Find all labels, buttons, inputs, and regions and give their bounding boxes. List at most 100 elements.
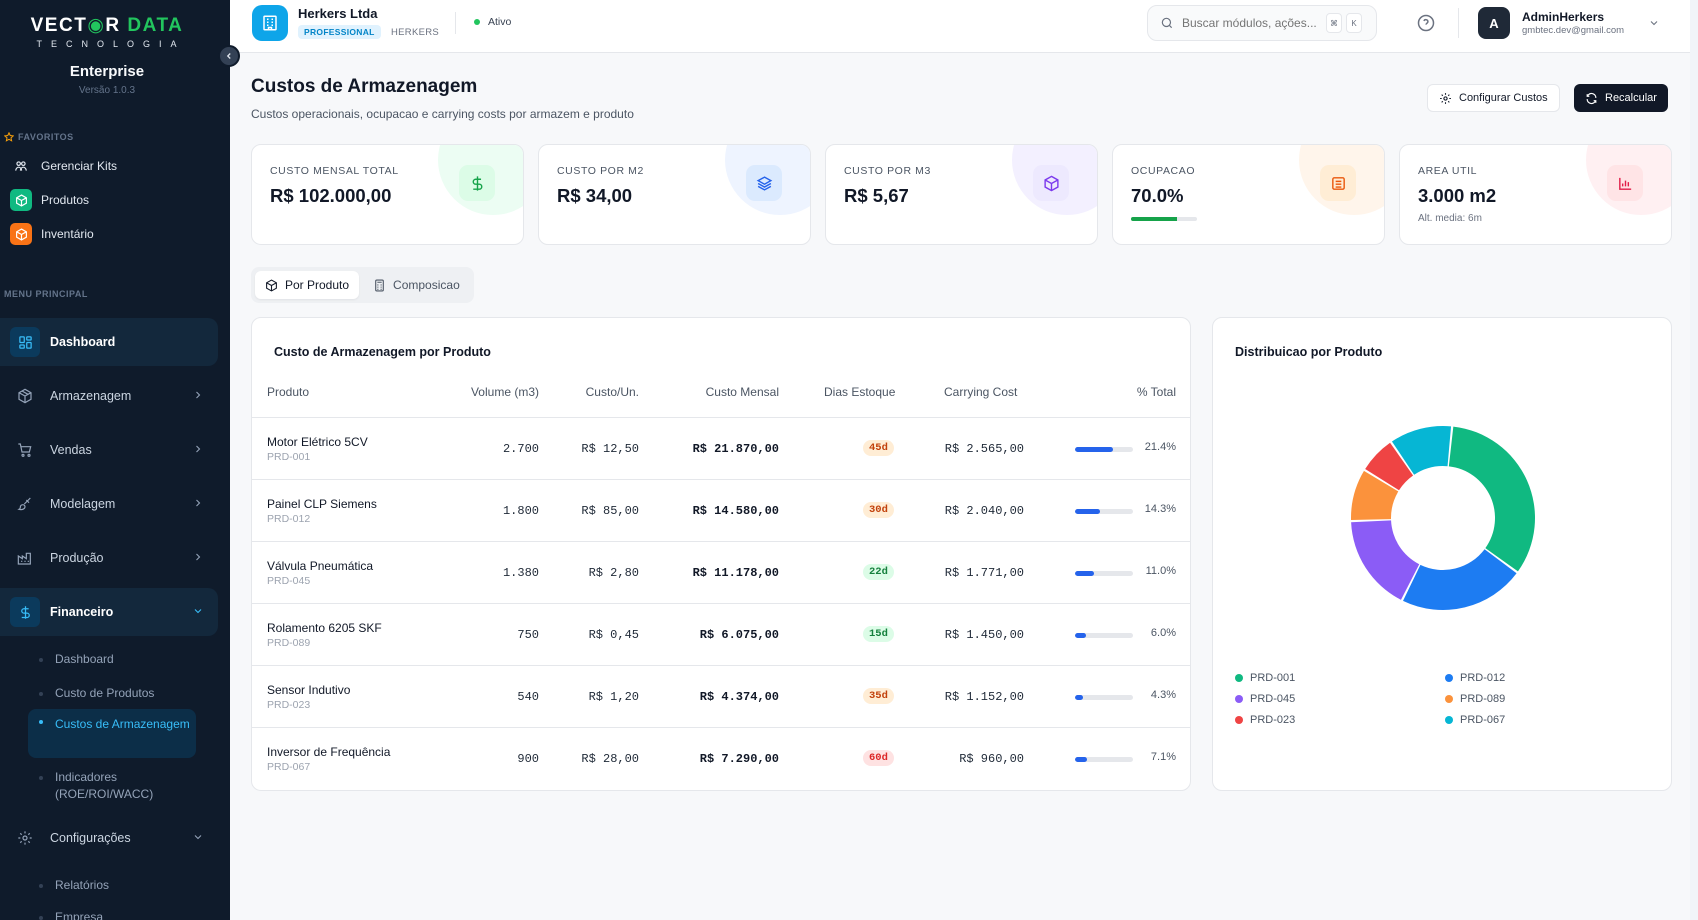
table-row[interactable]: Inversor de Frequência PRD-067 900 R$ 28,00… [252,728,1190,790]
avatar[interactable]: A [1478,7,1510,39]
gear-icon [14,827,36,849]
tab-por-produto[interactable]: Por Produto [255,271,360,299]
legend-label: PRD-001 [1250,672,1296,684]
legend-item[interactable]: PRD-012 [1445,672,1505,684]
user-name[interactable]: AdminHerkers [1522,10,1605,24]
donut-slice-prd-067[interactable] [1391,426,1452,475]
column-header-custo-un[interactable]: Custo/Un. [585,385,639,399]
subnav-indicadores[interactable]: Indicadores (ROE/ROI/WACC) [28,765,196,807]
nav-vendas[interactable]: Vendas [0,426,218,474]
sidebar-collapse-button[interactable] [218,45,240,67]
subnav-relatorios[interactable]: Relatórios [28,873,196,898]
table-row[interactable]: Válvula Pneumática PRD-045 1.380 R$ 2,80 R$ … [252,542,1190,604]
configure-costs-button[interactable]: Configurar Custos [1427,84,1560,112]
page-title: Custos de Armazenagem [251,76,478,97]
donut-slice-prd-089[interactable] [1351,470,1399,521]
unit-cost-value: R$ 0,45 [588,628,639,642]
favorite-inventario[interactable]: Inventário [10,223,94,245]
unit-cost-value: R$ 28,00 [581,752,639,766]
column-header-pct-total[interactable]: % Total [1136,385,1176,399]
legend-item[interactable]: PRD-067 [1445,714,1505,726]
volume-value: 1.800 [502,504,539,518]
tab-label: Composicao [393,278,460,292]
nav-armazenagem[interactable]: Armazenagem [0,372,218,420]
unit-cost-value: R$ 2,80 [588,566,639,580]
column-header-carrying-cost[interactable]: Carrying Cost [944,385,1018,399]
table-row[interactable]: Sensor Indutivo PRD-023 540 R$ 1,20 R$ 4.374… [252,666,1190,728]
product-code: PRD-045 [267,575,311,587]
page-scrollbar[interactable] [1690,0,1698,920]
donut-slice-prd-001[interactable] [1448,426,1535,572]
subnav-custo-produtos[interactable]: Custo de Produtos [28,681,196,706]
help-icon[interactable] [1416,13,1436,33]
days-badge: 30d [863,502,894,518]
kpi-card-ocupacao: OCUPACAO 70.0% [1112,144,1385,245]
kpi-card-custo-mensal: CUSTO MENSAL TOTAL R$ 102.000,00 [251,144,524,245]
product-code: PRD-012 [267,513,311,525]
subnav-fin-dashboard[interactable]: Dashboard [28,647,196,672]
header-divider [455,12,456,34]
search-box[interactable]: ⌘ K [1147,5,1377,41]
building-icon[interactable] [252,5,288,41]
legend-item[interactable]: PRD-001 [1235,672,1295,684]
product-code: PRD-067 [267,761,311,773]
subnav-custos-armazenagem[interactable]: Custos de Armazenagem [28,709,196,758]
column-header-volume[interactable]: Volume (m3) [470,385,539,399]
column-header-dias-estoque[interactable]: Dias Estoque [824,385,896,399]
company-name[interactable]: Herkers Ltda [298,6,378,21]
grid-icon [10,327,40,357]
box-icon [10,189,32,211]
nav-producao[interactable]: Produção [0,534,218,582]
table-row[interactable]: Motor Elétrico 5CV PRD-001 2.700 R$ 12,50 R$… [252,418,1190,480]
brush-icon [14,493,36,515]
legend-item[interactable]: PRD-045 [1235,693,1295,705]
kpi-subtext: Alt. media: 6m [1418,213,1482,224]
subnav-empresa[interactable]: Empresa [28,905,196,920]
nav-dashboard[interactable]: Dashboard [0,318,218,366]
chevron-right-icon [196,445,201,453]
legend-item[interactable]: PRD-023 [1235,714,1295,726]
tab-composicao[interactable]: Composicao [363,271,470,299]
donut-slice-prd-045[interactable] [1351,520,1420,600]
favorite-produtos[interactable]: Produtos [10,189,89,211]
donut-slice-prd-023[interactable] [1365,442,1414,491]
column-header-custo-mensal[interactable]: Custo Mensal [705,385,779,399]
nav-configuracoes[interactable]: Configurações [0,814,218,862]
pct-bar-fill [1075,447,1113,452]
chevron-down-icon[interactable] [1648,17,1660,29]
nav-financeiro[interactable]: Financeiro [0,588,218,636]
product-name: Motor Elétrico 5CV [267,435,368,449]
search-input[interactable] [1182,16,1322,30]
nav-modelagem[interactable]: Modelagem [0,480,218,528]
column-header-produto[interactable]: Produto [267,385,310,399]
volume-value: 900 [517,752,539,766]
page-subtitle: Custos operacionais, ocupacao e carrying… [251,107,634,121]
pct-bar [1075,571,1133,576]
product-code: PRD-023 [267,699,311,711]
days-badge: 35d [863,688,894,704]
favorite-gerenciar-kits[interactable]: Gerenciar Kits [10,155,117,177]
volume-value: 2.700 [502,442,539,456]
days-badge: 15d [863,626,894,642]
product-name: Rolamento 6205 SKF [267,621,382,635]
table-title: Custo de Armazenagem por Produto [274,345,491,359]
kpi-value: 70.0% [1131,185,1184,206]
warehouse-icon [1320,165,1356,201]
carrying-cost-value: R$ 1.152,00 [944,690,1024,704]
legend-dot [1445,674,1453,682]
recalculate-button[interactable]: Recalcular [1574,84,1668,112]
table-row[interactable]: Painel CLP Siemens PRD-012 1.800 R$ 85,00 R$… [252,480,1190,542]
monthly-cost-value: R$ 4.374,00 [699,690,779,704]
legend-dot [1445,695,1453,703]
dollar-icon [459,165,495,201]
pct-value: 11.0% [1145,565,1176,577]
dollar-icon [10,597,40,627]
unit-cost-value: R$ 1,20 [588,690,639,704]
donut-slice-prd-012[interactable] [1403,549,1517,610]
pct-bar [1075,509,1133,514]
nav-label: Armazenagem [50,389,132,403]
table-row[interactable]: Rolamento 6205 SKF PRD-089 750 R$ 0,45 R$ 6.… [252,604,1190,666]
pct-bar [1075,695,1133,700]
legend-item[interactable]: PRD-089 [1445,693,1505,705]
search-icon [1161,17,1173,29]
